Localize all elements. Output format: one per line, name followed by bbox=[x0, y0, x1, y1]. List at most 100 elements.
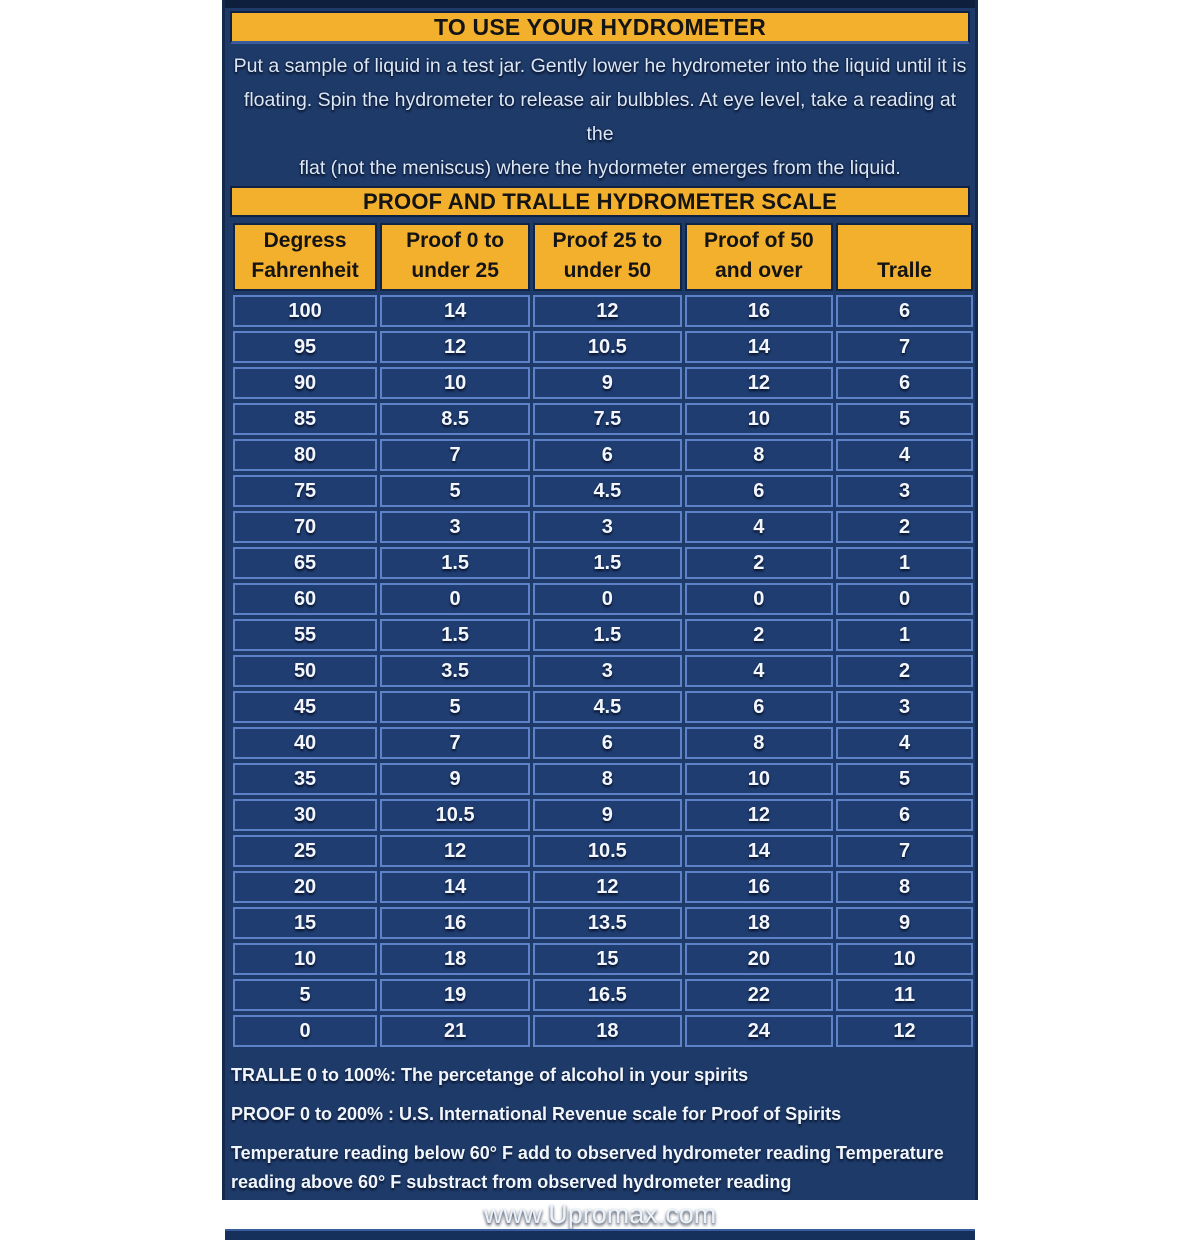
instruction-line: floating. Spin the hydrometer to release… bbox=[243, 89, 957, 145]
table-cell: 24 bbox=[684, 1015, 834, 1047]
table-cell: 5 bbox=[836, 763, 973, 795]
table-cell: 55 bbox=[233, 619, 378, 651]
table-cell: 15 bbox=[533, 943, 682, 975]
table-cell: 2 bbox=[836, 655, 973, 687]
table-cell: 10 bbox=[233, 943, 378, 975]
table-row: 95 12 10.5 14 7 bbox=[233, 331, 973, 363]
table-cell: 60 bbox=[233, 583, 378, 615]
table-cell: 8 bbox=[684, 439, 834, 471]
usage-title: TO USE YOUR HYDROMETER bbox=[434, 14, 766, 40]
table-cell: 9 bbox=[533, 367, 682, 399]
table-cell: 14 bbox=[380, 871, 531, 903]
instruction-line: flat (not the meniscus) where the hydorm… bbox=[299, 157, 901, 179]
table-cell: 10.5 bbox=[533, 331, 682, 363]
table-cell: 0 bbox=[233, 1015, 378, 1047]
table-cell: 95 bbox=[233, 331, 378, 363]
table-row: 5 19 16.5 22 11 bbox=[233, 979, 973, 1011]
table-cell: 2 bbox=[684, 547, 834, 579]
table-cell: 21 bbox=[380, 1015, 531, 1047]
table-cell: 45 bbox=[233, 691, 378, 723]
table-cell: 6 bbox=[684, 475, 834, 507]
table-cell: 14 bbox=[380, 295, 531, 327]
table-row: 30 10.5 9 12 6 bbox=[233, 799, 973, 831]
hydrometer-card: TO USE YOUR HYDROMETER Put a sample of l… bbox=[222, 0, 978, 1240]
table-cell: 16 bbox=[684, 871, 834, 903]
table-row: 90 10 9 12 6 bbox=[233, 367, 973, 399]
hydrometer-scale-table: Degress Fahrenheit Proof 0 to under 25 Proof… bbox=[230, 219, 976, 1051]
table-row: 20 14 12 16 8 bbox=[233, 871, 973, 903]
table-cell: 20 bbox=[684, 943, 834, 975]
table-row: 85 8.5 7.5 10 5 bbox=[233, 403, 973, 435]
table-cell: 2 bbox=[836, 511, 973, 543]
table-cell: 8 bbox=[836, 871, 973, 903]
table-cell: 11 bbox=[836, 979, 973, 1011]
table-row: 45 5 4.5 6 3 bbox=[233, 691, 973, 723]
table-row: 65 1.5 1.5 2 1 bbox=[233, 547, 973, 579]
table-cell: 10 bbox=[380, 367, 531, 399]
table-cell: 12 bbox=[380, 331, 531, 363]
table-row: 55 1.5 1.5 2 1 bbox=[233, 619, 973, 651]
table-cell: 19 bbox=[380, 979, 531, 1011]
table-cell: 12 bbox=[684, 799, 834, 831]
table-cell: 25 bbox=[233, 835, 378, 867]
table-cell: 9 bbox=[836, 907, 973, 939]
table-cell: 6 bbox=[836, 295, 973, 327]
table-cell: 50 bbox=[233, 655, 378, 687]
table-cell: 3 bbox=[836, 475, 973, 507]
table-row: 75 5 4.5 6 3 bbox=[233, 475, 973, 507]
table-cell: 90 bbox=[233, 367, 378, 399]
table-row: 35 9 8 10 5 bbox=[233, 763, 973, 795]
table-cell: 75 bbox=[233, 475, 378, 507]
table-cell: 10 bbox=[684, 403, 834, 435]
table-cell: 13.5 bbox=[533, 907, 682, 939]
table-cell: 0 bbox=[380, 583, 531, 615]
table-cell: 12 bbox=[836, 1015, 973, 1047]
table-cell: 2 bbox=[684, 619, 834, 651]
table-cell: 6 bbox=[836, 367, 973, 399]
table-cell: 3 bbox=[836, 691, 973, 723]
table-cell: 8.5 bbox=[380, 403, 531, 435]
usage-title-banner: TO USE YOUR HYDROMETER bbox=[230, 11, 970, 44]
table-cell: 7 bbox=[836, 331, 973, 363]
table-row: 25 12 10.5 14 7 bbox=[233, 835, 973, 867]
table-cell: 3 bbox=[533, 655, 682, 687]
table-cell: 40 bbox=[233, 727, 378, 759]
note-tralle: TRALLE 0 to 100%: The percetange of alco… bbox=[231, 1065, 749, 1085]
table-cell: 6 bbox=[533, 727, 682, 759]
table-cell: 4.5 bbox=[533, 691, 682, 723]
table-row: 40 7 6 8 4 bbox=[233, 727, 973, 759]
table-cell: 4 bbox=[684, 655, 834, 687]
table-cell: 5 bbox=[380, 691, 531, 723]
table-cell: 6 bbox=[533, 439, 682, 471]
table-cell: 12 bbox=[533, 871, 682, 903]
table-cell: 16.5 bbox=[533, 979, 682, 1011]
column-header: Degress Fahrenheit bbox=[233, 223, 378, 291]
column-header: Proof of 50 and over bbox=[684, 223, 834, 291]
table-cell: 70 bbox=[233, 511, 378, 543]
table-cell: 4.5 bbox=[533, 475, 682, 507]
table-cell: 1 bbox=[836, 619, 973, 651]
table-cell: 22 bbox=[684, 979, 834, 1011]
table-body: 100 14 12 16 6 95 12 10.5 14 7 90 10 9 12 6 85 8.5 7.5 10 5… bbox=[233, 295, 973, 1047]
table-cell: 15 bbox=[233, 907, 378, 939]
bottom-border-strip bbox=[225, 1229, 975, 1240]
table-cell: 18 bbox=[380, 943, 531, 975]
table-row: 0 21 18 24 12 bbox=[233, 1015, 973, 1047]
table-cell: 100 bbox=[233, 295, 378, 327]
table-cell: 0 bbox=[684, 583, 834, 615]
table-row: 60 0 0 0 0 bbox=[233, 583, 973, 615]
table-cell: 5 bbox=[836, 403, 973, 435]
table-cell: 12 bbox=[533, 295, 682, 327]
table-cell: 5 bbox=[380, 475, 531, 507]
column-header: Tralle bbox=[836, 223, 973, 291]
table-cell: 3 bbox=[380, 511, 531, 543]
column-header: Proof 25 to under 50 bbox=[533, 223, 682, 291]
table-row: 70 3 3 4 2 bbox=[233, 511, 973, 543]
table-cell: 12 bbox=[380, 835, 531, 867]
table-cell: 18 bbox=[684, 907, 834, 939]
table-cell: 1.5 bbox=[380, 619, 531, 651]
table-cell: 4 bbox=[684, 511, 834, 543]
table-cell: 14 bbox=[684, 835, 834, 867]
scale-title: PROOF AND TRALLE HYDROMETER SCALE bbox=[363, 189, 837, 214]
table-row: 50 3.5 3 4 2 bbox=[233, 655, 973, 687]
